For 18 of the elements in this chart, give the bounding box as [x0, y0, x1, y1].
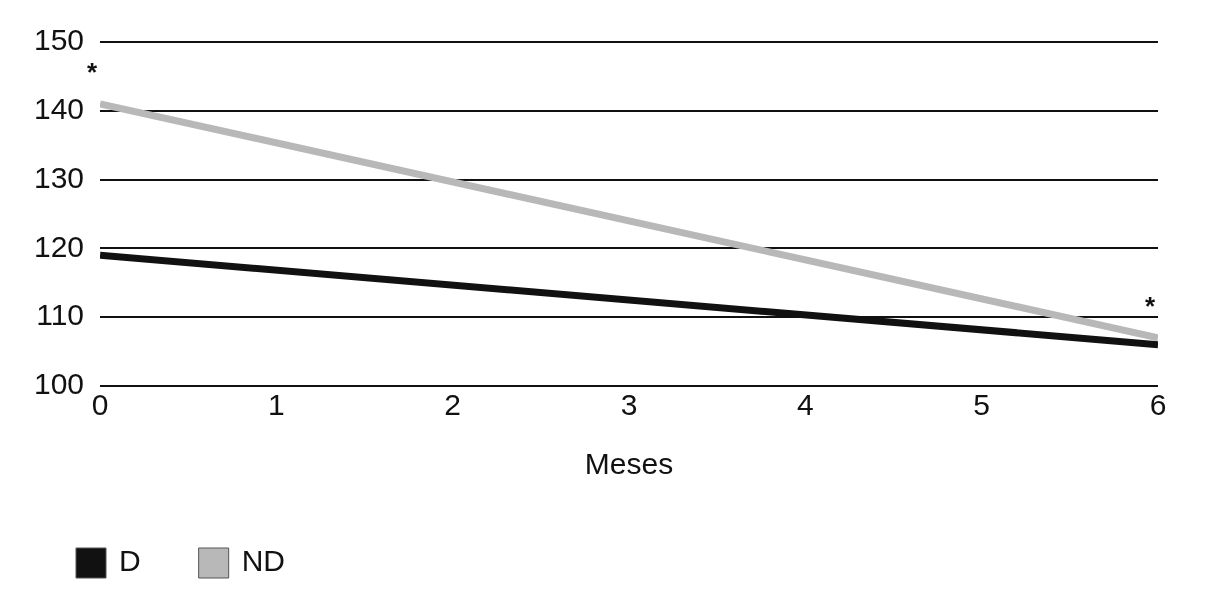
legend-label: D	[119, 544, 141, 578]
x-tick-label: 3	[620, 388, 638, 422]
x-tick-label: 4	[797, 388, 814, 422]
x-tick-label: 2	[444, 388, 462, 422]
y-tick-label: 100	[33, 367, 85, 401]
x-tick-label: 6	[1149, 388, 1167, 422]
y-tick-label: 120	[33, 229, 85, 263]
x-tick-label: 0	[91, 388, 109, 422]
legend-label: ND	[241, 544, 286, 578]
x-axis-title: Meses	[584, 447, 674, 481]
annotation: *	[1144, 291, 1156, 322]
y-tick-label: 140	[33, 92, 85, 126]
x-tick-label: 5	[973, 388, 991, 422]
y-tick-label: 110	[36, 298, 85, 332]
x-tick-label: 1	[268, 388, 285, 422]
y-tick-label: 130	[33, 160, 85, 194]
text: *	[86, 57, 98, 88]
y-tick-label: 150	[33, 23, 85, 57]
